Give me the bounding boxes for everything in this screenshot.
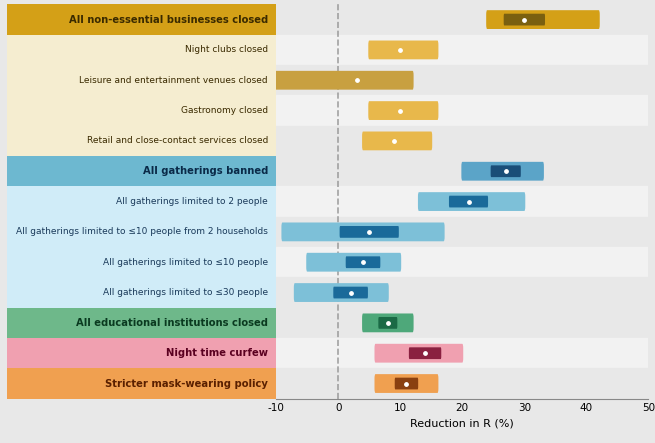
FancyBboxPatch shape (375, 374, 438, 393)
Bar (7, 187, 276, 217)
Text: Gastronomy closed: Gastronomy closed (181, 106, 268, 115)
Bar (276, 277, 648, 308)
FancyBboxPatch shape (387, 105, 413, 117)
FancyBboxPatch shape (409, 347, 441, 359)
Text: All gatherings banned: All gatherings banned (143, 166, 268, 176)
Bar (276, 187, 648, 217)
Bar (7, 95, 276, 126)
Bar (276, 308, 648, 338)
FancyBboxPatch shape (395, 377, 418, 389)
FancyBboxPatch shape (381, 135, 407, 147)
FancyBboxPatch shape (362, 132, 432, 150)
Bar (7, 4, 276, 35)
Bar (276, 126, 648, 156)
Text: All gatherings limited to ≤10 people from 2 households: All gatherings limited to ≤10 people fro… (16, 227, 268, 237)
Bar (276, 156, 648, 187)
Text: All gatherings limited to ≤30 people: All gatherings limited to ≤30 people (103, 288, 268, 297)
Bar (7, 369, 276, 399)
FancyBboxPatch shape (379, 317, 398, 329)
Text: Night time curfew: Night time curfew (166, 348, 268, 358)
FancyBboxPatch shape (491, 165, 521, 177)
FancyBboxPatch shape (368, 101, 438, 120)
X-axis label: Reduction in R (%): Reduction in R (%) (411, 419, 514, 428)
FancyBboxPatch shape (387, 44, 413, 56)
Bar (7, 126, 276, 156)
Bar (276, 95, 648, 126)
FancyBboxPatch shape (368, 40, 438, 59)
Bar (7, 338, 276, 369)
Bar (7, 247, 276, 277)
FancyBboxPatch shape (362, 314, 413, 332)
Bar (276, 369, 648, 399)
FancyBboxPatch shape (418, 192, 525, 211)
Bar (7, 35, 276, 65)
FancyBboxPatch shape (449, 196, 488, 207)
Bar (276, 247, 648, 277)
FancyBboxPatch shape (346, 256, 381, 268)
Bar (7, 65, 276, 95)
Bar (276, 35, 648, 65)
Text: Retail and close-contact services closed: Retail and close-contact services closed (86, 136, 268, 145)
Text: All gatherings limited to ≤10 people: All gatherings limited to ≤10 people (103, 258, 268, 267)
Bar (7, 156, 276, 187)
Bar (7, 308, 276, 338)
Text: All gatherings limited to 2 people: All gatherings limited to 2 people (117, 197, 268, 206)
Bar (7, 277, 276, 308)
FancyBboxPatch shape (375, 344, 463, 363)
FancyBboxPatch shape (340, 226, 399, 238)
FancyBboxPatch shape (331, 74, 382, 86)
FancyBboxPatch shape (307, 253, 401, 272)
Bar (276, 217, 648, 247)
Bar (276, 338, 648, 369)
FancyBboxPatch shape (294, 283, 389, 302)
Text: All non-essential businesses closed: All non-essential businesses closed (69, 15, 268, 25)
FancyBboxPatch shape (486, 10, 600, 29)
Bar (276, 4, 648, 35)
Text: Night clubs closed: Night clubs closed (185, 46, 268, 54)
FancyBboxPatch shape (333, 287, 368, 299)
FancyBboxPatch shape (461, 162, 544, 181)
Bar (276, 65, 648, 95)
FancyBboxPatch shape (275, 71, 413, 89)
FancyBboxPatch shape (282, 222, 445, 241)
Text: Leisure and entertainment venues closed: Leisure and entertainment venues closed (79, 76, 268, 85)
Text: Stricter mask-wearing policy: Stricter mask-wearing policy (105, 378, 268, 389)
Text: All educational institutions closed: All educational institutions closed (76, 318, 268, 328)
Bar (7, 217, 276, 247)
FancyBboxPatch shape (504, 14, 545, 26)
